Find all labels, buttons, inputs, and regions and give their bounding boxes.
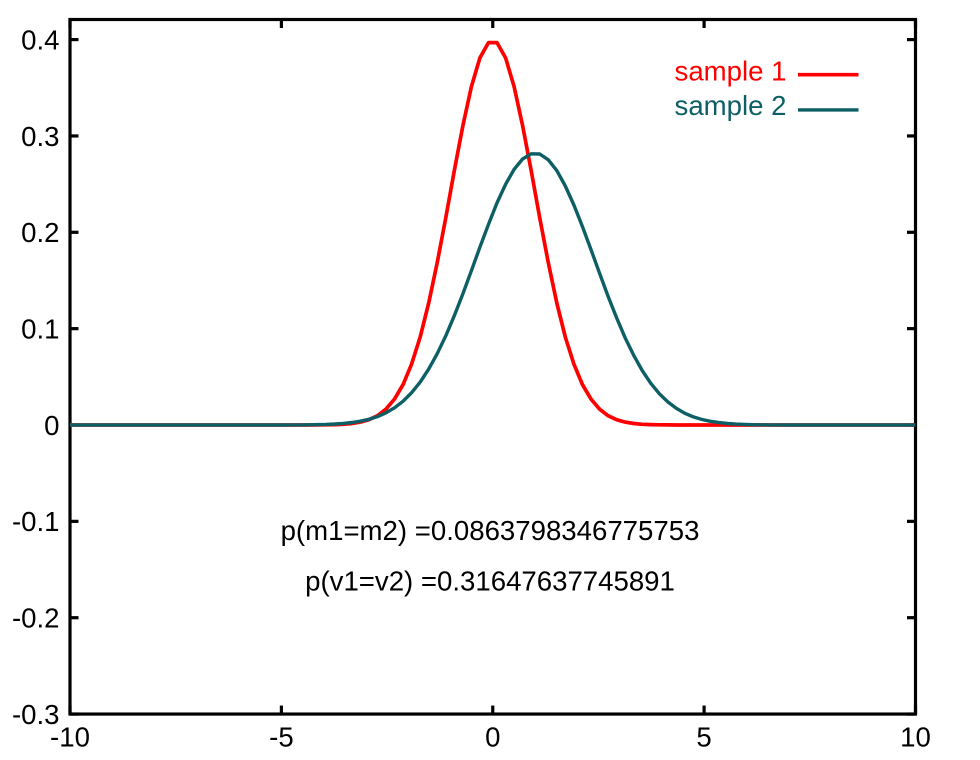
svg-text:0: 0: [485, 722, 500, 753]
svg-text:p(v1=v2) =0.31647637745891: p(v1=v2) =0.31647637745891: [305, 566, 675, 597]
svg-text:p(m1=m2) =0.0863798346775753: p(m1=m2) =0.0863798346775753: [281, 515, 700, 546]
svg-text:0: 0: [44, 410, 59, 441]
svg-text:0.2: 0.2: [21, 217, 59, 248]
svg-text:5: 5: [696, 722, 711, 753]
svg-text:-0.3: -0.3: [12, 699, 60, 730]
svg-text:-5: -5: [269, 722, 294, 753]
svg-text:sample 1: sample 1: [675, 55, 787, 86]
svg-text:10: 10: [900, 722, 931, 753]
svg-text:0.3: 0.3: [21, 121, 59, 152]
svg-text:0.4: 0.4: [21, 24, 59, 55]
svg-text:-0.1: -0.1: [12, 506, 60, 537]
svg-text:0.1: 0.1: [21, 313, 59, 344]
svg-text:sample 2: sample 2: [675, 90, 787, 121]
svg-text:-10: -10: [50, 722, 90, 753]
svg-text:-0.2: -0.2: [12, 603, 60, 634]
